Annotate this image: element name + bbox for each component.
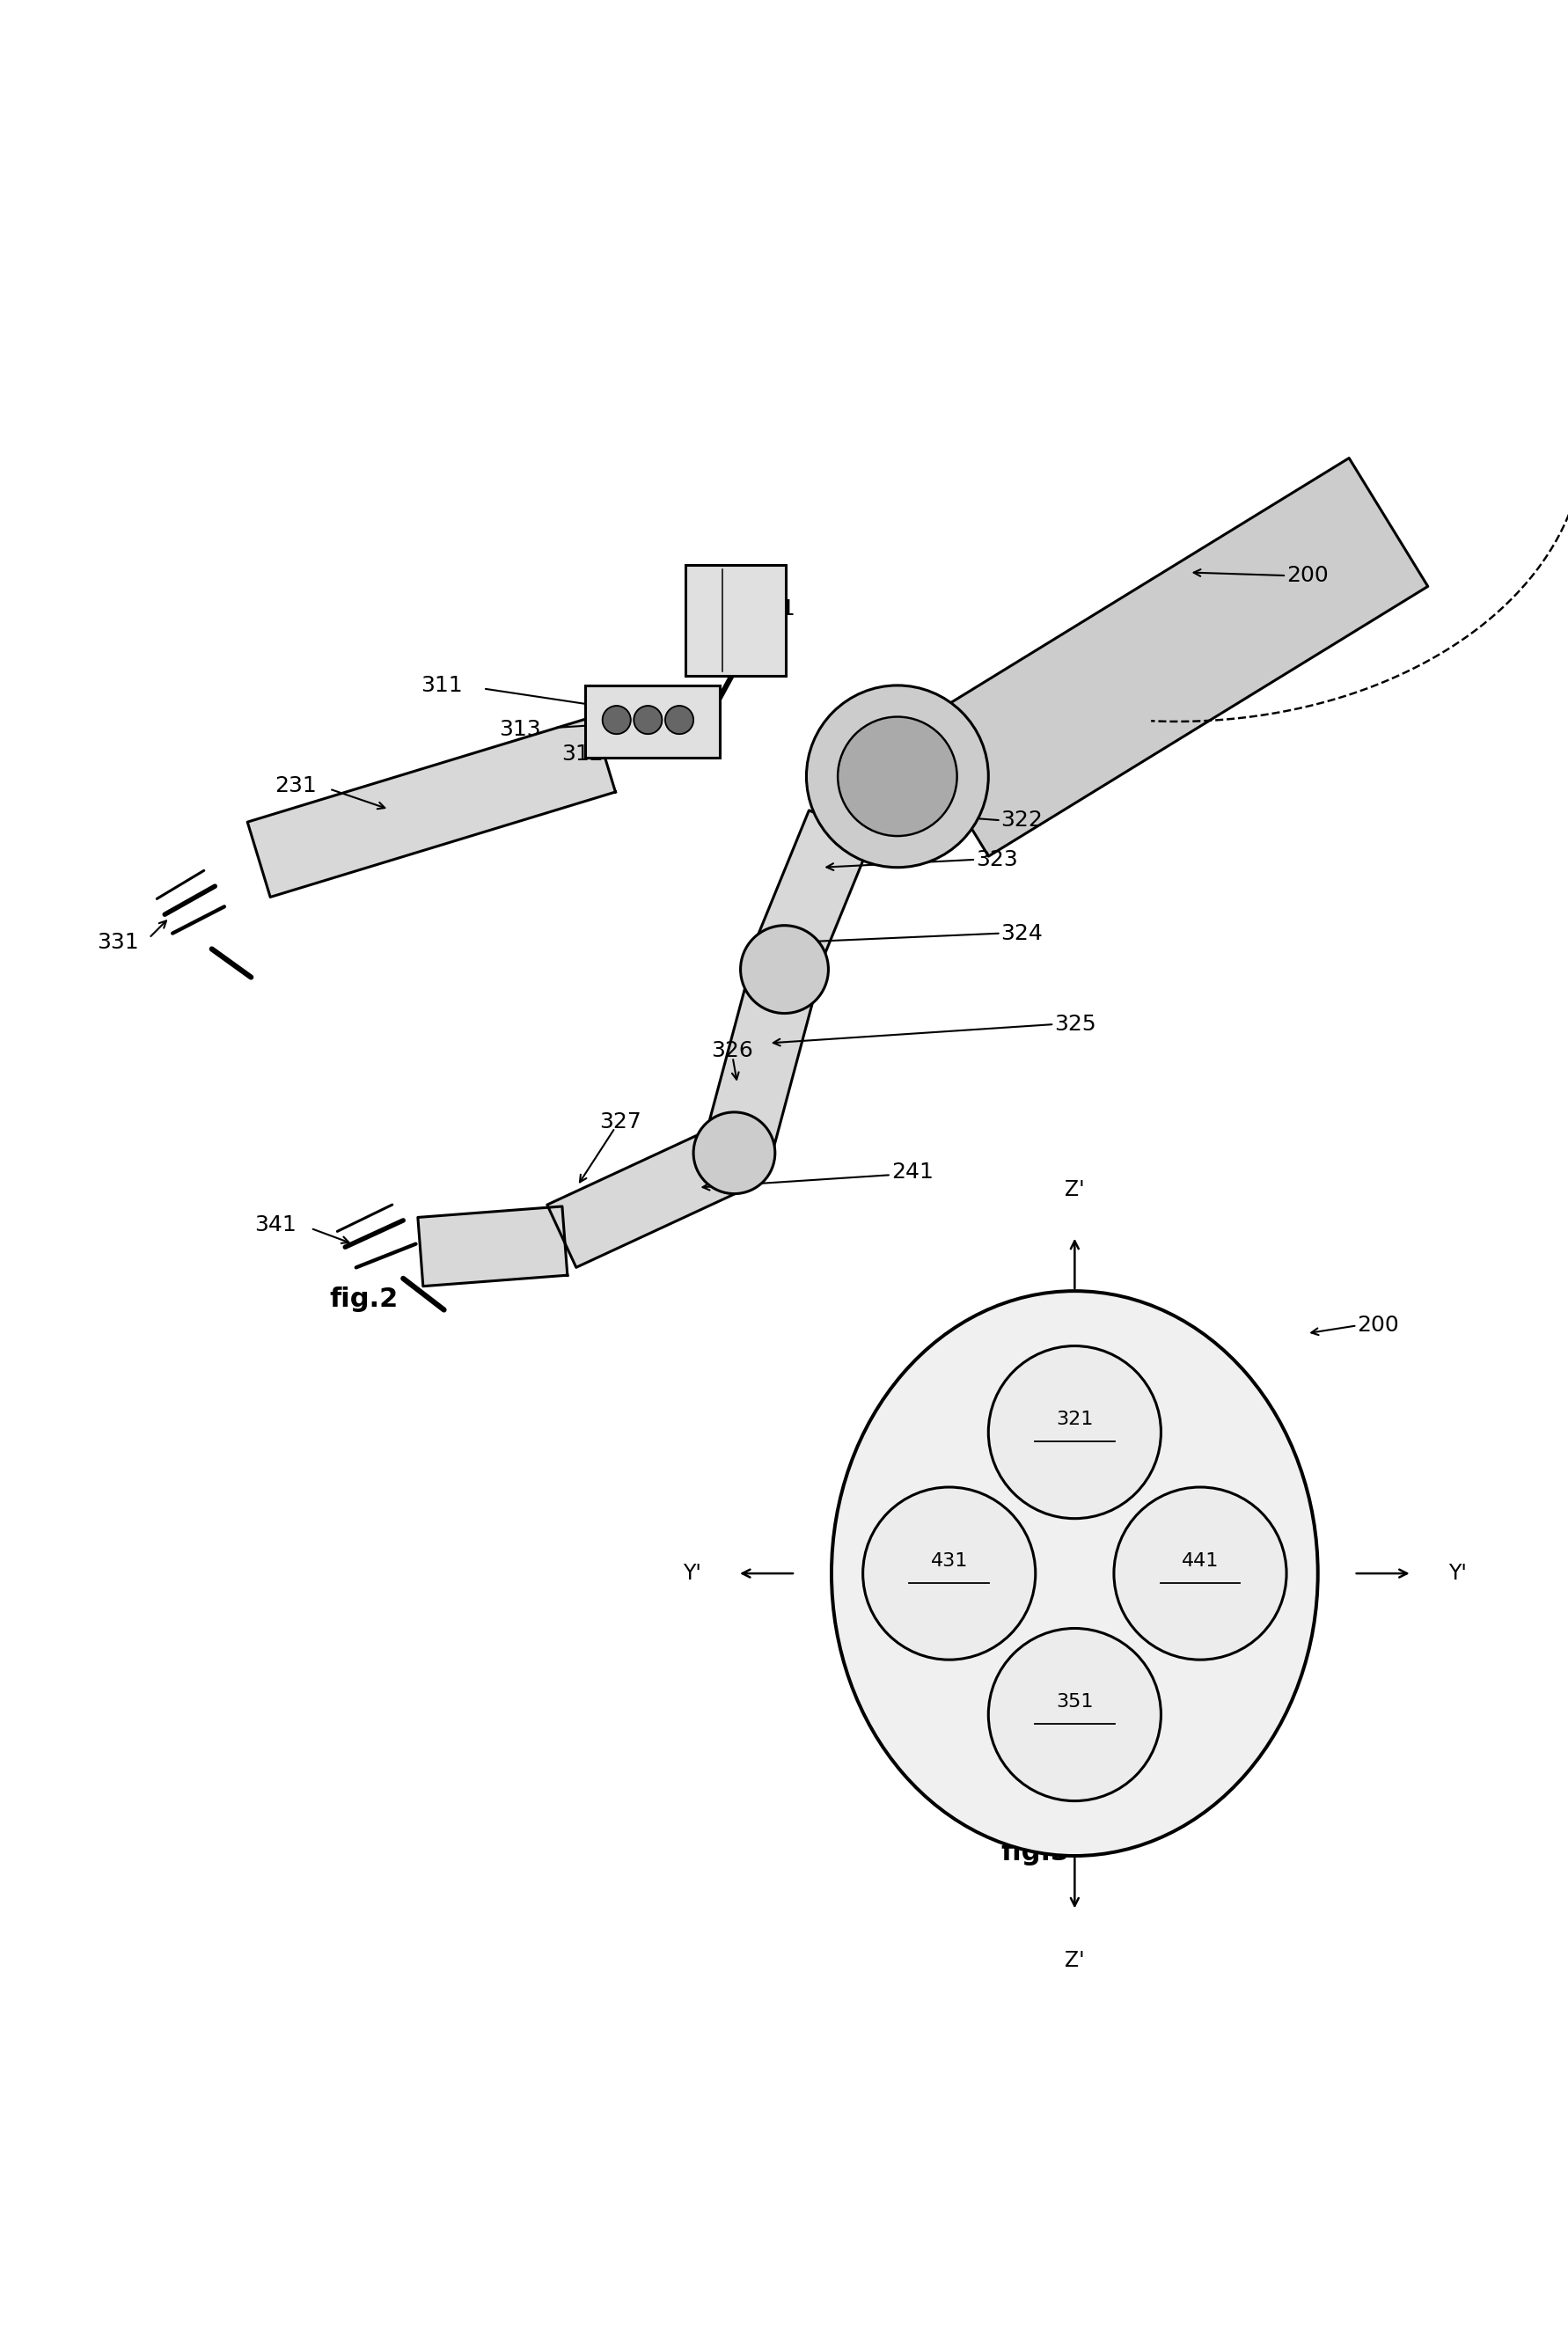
Text: 311: 311 (420, 676, 463, 697)
Text: Z': Z' (1065, 1951, 1083, 1972)
Circle shape (837, 716, 956, 837)
Circle shape (862, 1487, 1035, 1660)
Text: 211: 211 (753, 599, 795, 620)
Text: fig.3: fig.3 (1000, 1839, 1069, 1865)
Circle shape (806, 685, 988, 867)
Text: 231: 231 (274, 776, 317, 797)
Text: Y': Y' (1447, 1562, 1466, 1585)
FancyBboxPatch shape (685, 564, 786, 676)
Circle shape (665, 706, 693, 734)
Ellipse shape (831, 1291, 1317, 1855)
Text: Z': Z' (1065, 1179, 1083, 1200)
Text: 351: 351 (1055, 1692, 1093, 1711)
Circle shape (740, 925, 828, 1014)
Text: 200: 200 (1356, 1315, 1399, 1336)
Polygon shape (547, 1126, 748, 1268)
Text: Y': Y' (682, 1562, 701, 1585)
Text: 322: 322 (1000, 809, 1043, 830)
Text: 326: 326 (710, 1040, 753, 1061)
Text: 431: 431 (930, 1552, 967, 1569)
Circle shape (988, 1345, 1160, 1517)
Polygon shape (909, 459, 1427, 855)
Text: 323: 323 (975, 848, 1018, 869)
Circle shape (1113, 1487, 1286, 1660)
Text: 327: 327 (599, 1112, 641, 1133)
Text: 325: 325 (1054, 1014, 1096, 1035)
Circle shape (633, 706, 662, 734)
Text: 324: 324 (1000, 923, 1043, 944)
Text: 312: 312 (561, 744, 604, 765)
Text: 313: 313 (499, 718, 541, 739)
Polygon shape (417, 1207, 568, 1287)
Polygon shape (753, 811, 872, 974)
Text: fig.2: fig.2 (329, 1287, 398, 1312)
Polygon shape (248, 718, 615, 897)
Text: 441: 441 (1181, 1552, 1218, 1569)
Circle shape (988, 1629, 1160, 1802)
Text: 200: 200 (1286, 564, 1328, 585)
Text: 321: 321 (1055, 1410, 1093, 1429)
Polygon shape (704, 965, 817, 1159)
Text: 341: 341 (254, 1214, 296, 1235)
Text: 241: 241 (891, 1161, 933, 1182)
FancyBboxPatch shape (585, 685, 720, 758)
Circle shape (602, 706, 630, 734)
Text: 331: 331 (97, 932, 140, 953)
Circle shape (693, 1112, 775, 1193)
